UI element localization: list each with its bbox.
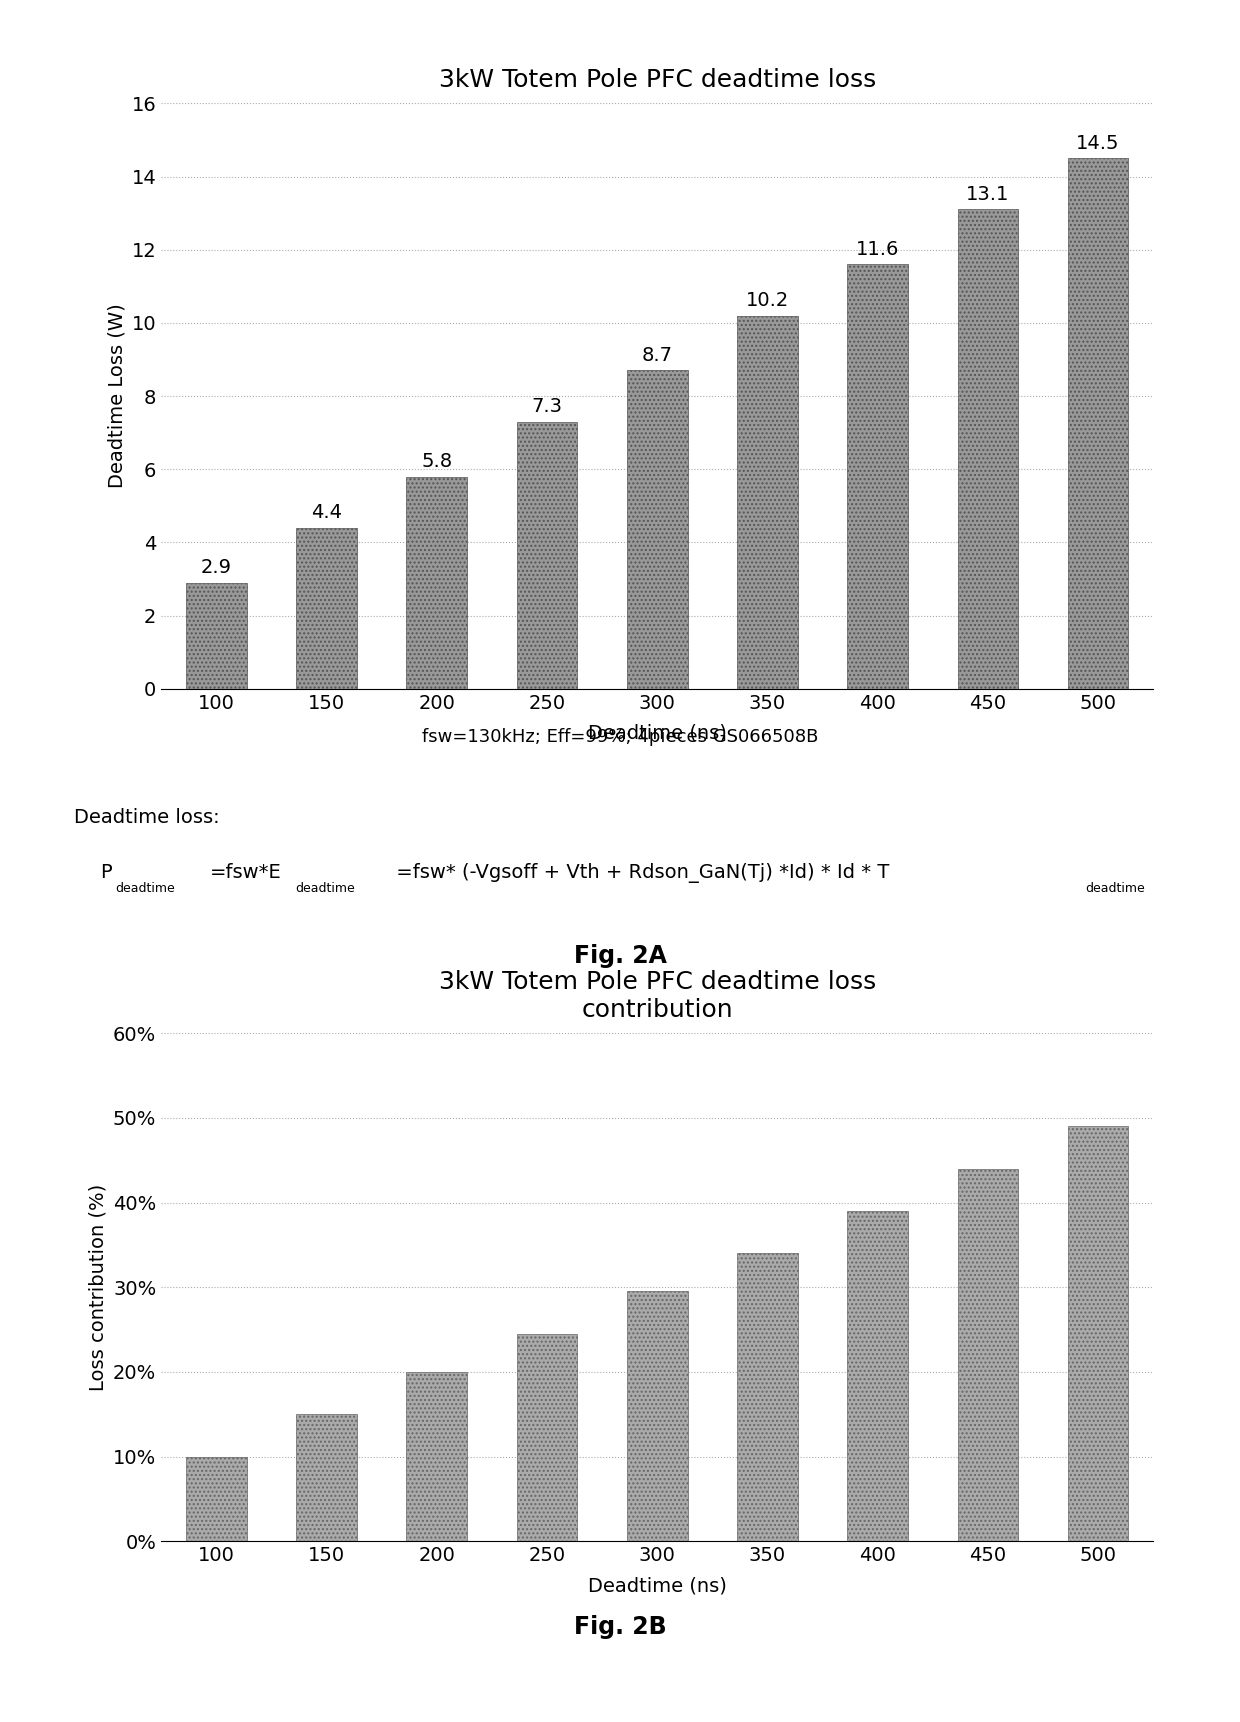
Bar <box>737 1254 797 1541</box>
Text: deadtime: deadtime <box>295 882 355 895</box>
Bar <box>847 265 908 689</box>
Text: Fig. 2B: Fig. 2B <box>574 1615 666 1639</box>
Bar <box>296 1414 357 1541</box>
Bar <box>517 1335 578 1541</box>
Bar <box>627 1292 687 1541</box>
Bar <box>296 529 357 689</box>
Text: 14.5: 14.5 <box>1076 134 1120 153</box>
Title: 3kW Totem Pole PFC deadtime loss
contribution: 3kW Totem Pole PFC deadtime loss contrib… <box>439 969 875 1021</box>
Text: 13.1: 13.1 <box>966 184 1009 203</box>
Text: 8.7: 8.7 <box>642 346 672 365</box>
Text: 4.4: 4.4 <box>311 503 342 522</box>
Text: P: P <box>100 863 112 882</box>
Text: 10.2: 10.2 <box>745 291 789 310</box>
Text: =fsw* (-Vgsoff + Vth + Rdson_GaN(Tj) *Id) * Id * T: =fsw* (-Vgsoff + Vth + Rdson_GaN(Tj) *Id… <box>391 863 889 883</box>
Text: 2.9: 2.9 <box>201 558 232 577</box>
X-axis label: Deadtime (ns): Deadtime (ns) <box>588 723 727 742</box>
Text: Deadtime loss:: Deadtime loss: <box>74 808 219 828</box>
Text: Fig. 2A: Fig. 2A <box>574 944 666 968</box>
Bar <box>957 210 1018 689</box>
Y-axis label: Loss contribution (%): Loss contribution (%) <box>88 1183 108 1391</box>
Text: deadtime: deadtime <box>1085 882 1145 895</box>
Bar <box>186 1457 247 1541</box>
Bar <box>407 477 467 689</box>
Bar <box>1068 1126 1128 1541</box>
Text: fsw=130kHz; Eff=99%; 4pieces GS066508B: fsw=130kHz; Eff=99%; 4pieces GS066508B <box>422 728 818 746</box>
Bar <box>407 1372 467 1541</box>
Text: deadtime: deadtime <box>115 882 175 895</box>
Bar <box>627 370 687 689</box>
Text: 5.8: 5.8 <box>422 453 453 472</box>
Title: 3kW Totem Pole PFC deadtime loss: 3kW Totem Pole PFC deadtime loss <box>439 67 875 91</box>
Bar <box>957 1169 1018 1541</box>
Bar <box>186 582 247 689</box>
Text: 11.6: 11.6 <box>856 239 899 258</box>
Text: =fsw*E: =fsw*E <box>210 863 281 882</box>
Bar <box>517 422 578 689</box>
Bar <box>1068 158 1128 689</box>
Bar <box>847 1211 908 1541</box>
X-axis label: Deadtime (ns): Deadtime (ns) <box>588 1576 727 1595</box>
Text: 7.3: 7.3 <box>532 398 563 417</box>
Y-axis label: Deadtime Loss (W): Deadtime Loss (W) <box>107 303 126 489</box>
Bar <box>737 315 797 689</box>
